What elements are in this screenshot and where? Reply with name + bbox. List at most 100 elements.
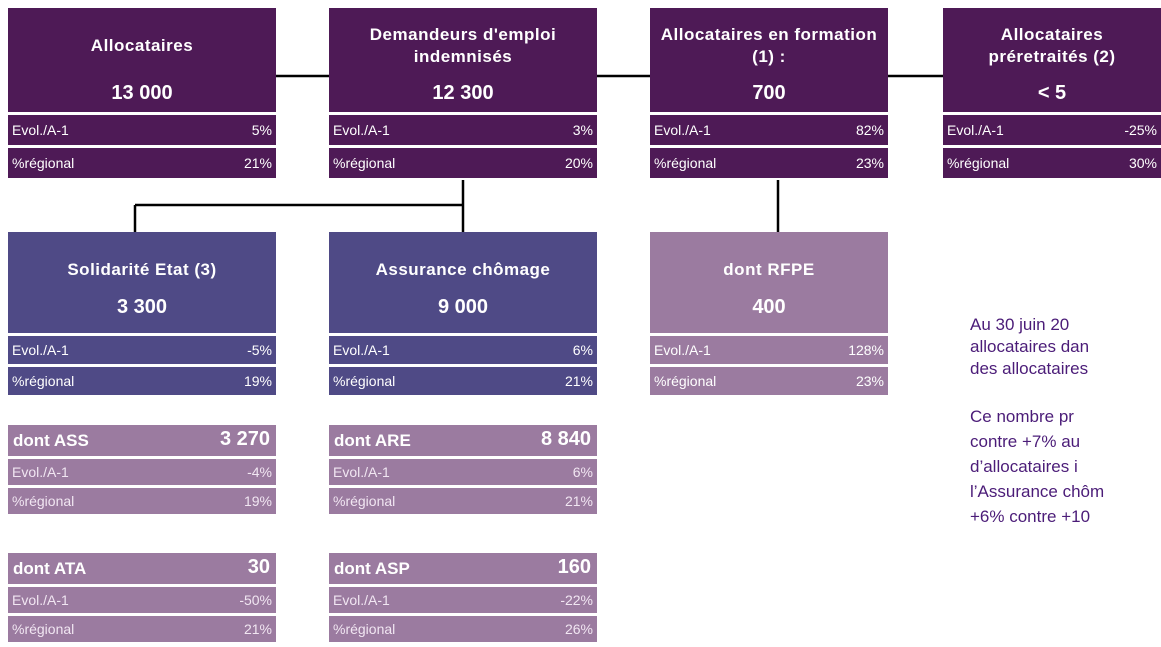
row-label: Evol./A-1 [947,122,1004,138]
text-line: des allocataires [970,359,1089,378]
row-value: 19% [243,373,272,389]
row-label: Evol./A-1 [333,122,390,138]
node: Allocataires 13 000 Evol./A-1 5% %régional 21… [8,8,276,178]
node-header: dont ATA 30 [8,553,276,584]
node-row: Evol./A-1 -5% [8,336,276,364]
text-line: Au 30 juin 20 [970,315,1070,334]
node: dont RFPE 400 Evol./A-1 128% %régional 23% [650,232,888,395]
node: dont ARE 8 840 Evol./A-1 6% %régional 21% [329,425,597,514]
row-value: -5% [247,342,272,358]
node-value: 9 000 [437,296,489,318]
node-value: 400 [752,296,786,318]
node-title: Demandeurs d'emploi indemnisés [369,25,557,66]
row-value: 3% [572,122,593,138]
node-row: Evol./A-1 -22% [329,587,597,613]
node-header: dont RFPE 400 [650,232,888,333]
node-title: Assurance chômage [375,260,551,279]
node: Allocataires préretraités (2) < 5 Evol./A-… [943,8,1161,178]
node-row: %régional 19% [8,367,276,395]
paragraph: Ce nombre pr contre +7% au d’allocataires … [970,404,1161,529]
node-value: 700 [752,82,786,104]
node-row: %régional 30% [943,148,1161,178]
node-row: Evol./A-1 5% [8,115,276,145]
row-label: Evol./A-1 [12,592,69,608]
row-label: Evol./A-1 [654,342,711,358]
row-label: Evol./A-1 [333,464,390,480]
row-value: 19% [243,493,272,509]
text-line: l’Assurance chôm [970,482,1105,501]
node-row: Evol./A-1 -4% [8,459,276,485]
node-row: Evol./A-1 82% [650,115,888,145]
row-value: 82% [855,122,884,138]
node-value: 8 840 [540,428,591,450]
node-title: dont ASP [334,559,410,578]
row-label: %régional [12,493,75,509]
node-title: Allocataires [90,36,194,55]
node: Demandeurs d'emploi indemnisés 12 300 Evol… [329,8,597,178]
node-header: Assurance chômage 9 000 [329,232,597,333]
row-value: 128% [848,342,884,358]
node-title: dont ARE [334,431,411,450]
node-row: %régional 26% [329,616,597,642]
node-header: dont ASS 3 270 [8,425,276,456]
node-value: 13 000 [111,82,173,104]
node-row: Evol./A-1 -25% [943,115,1161,145]
node-header: Solidarité Etat (3) 3 300 [8,232,276,333]
row-value: 5% [251,122,272,138]
node: Solidarité Etat (3) 3 300 Evol./A-1 -5% %rég… [8,232,276,395]
node: dont ASS 3 270 Evol./A-1 -4% %régional 19% [8,425,276,514]
text-line: d’allocataires i [970,457,1078,476]
node-row: Evol./A-1 128% [650,336,888,364]
node-header: dont ARE 8 840 [329,425,597,456]
node-row: Evol./A-1 6% [329,336,597,364]
node-row: %régional 23% [650,148,888,178]
row-label: %régional [333,373,396,389]
row-label: %régional [654,155,717,171]
node-row: %régional 21% [8,148,276,178]
node-value: 3 270 [219,428,270,450]
node: dont ATA 30 Evol./A-1 -50% %régional 21% [8,553,276,642]
row-label: Evol./A-1 [12,342,69,358]
row-label: %régional [12,373,75,389]
row-value: -25% [1124,122,1157,138]
row-label: %régional [12,155,75,171]
row-value: 21% [243,155,272,171]
row-label: %régional [12,621,75,637]
row-value: 6% [572,464,593,480]
node-value: 30 [247,556,270,578]
row-label: %régional [333,155,396,171]
row-value: 6% [572,342,593,358]
node-row: %régional 21% [8,616,276,642]
row-value: -50% [239,592,272,608]
row-label: Evol./A-1 [333,342,390,358]
row-label: Evol./A-1 [12,464,69,480]
row-label: Evol./A-1 [654,122,711,138]
row-value: 21% [564,373,593,389]
text-line: Ce nombre pr [970,407,1074,426]
row-value: 20% [564,155,593,171]
node: Allocataires en formation (1) : 700 Evol./… [650,8,888,178]
row-value: -22% [560,592,593,608]
row-label: %régional [947,155,1010,171]
node-value: 12 300 [432,82,494,104]
node-title: dont ATA [13,559,87,578]
node-row: %régional 21% [329,367,597,395]
node-row: Evol./A-1 3% [329,115,597,145]
node-row: %régional 20% [329,148,597,178]
node-row: %régional 21% [329,488,597,514]
node-title: Solidarité Etat (3) [67,260,217,279]
row-label: %régional [333,493,396,509]
node-row: Evol./A-1 6% [329,459,597,485]
node-value: 160 [557,556,591,578]
node-row: Evol./A-1 -50% [8,587,276,613]
row-value: 21% [243,621,272,637]
node: dont ASP 160 Evol./A-1 -22% %régional 26% [329,553,597,642]
node-header: Allocataires 13 000 [8,8,276,112]
text-line: contre +7% au [970,432,1081,451]
text-line: allocataires dan [970,337,1090,356]
node-title: Allocataires en formation (1) : [660,25,878,66]
node-header: dont ASP 160 [329,553,597,584]
paragraph: Au 30 juin 20 allocataires dan des allocat… [970,314,1161,380]
